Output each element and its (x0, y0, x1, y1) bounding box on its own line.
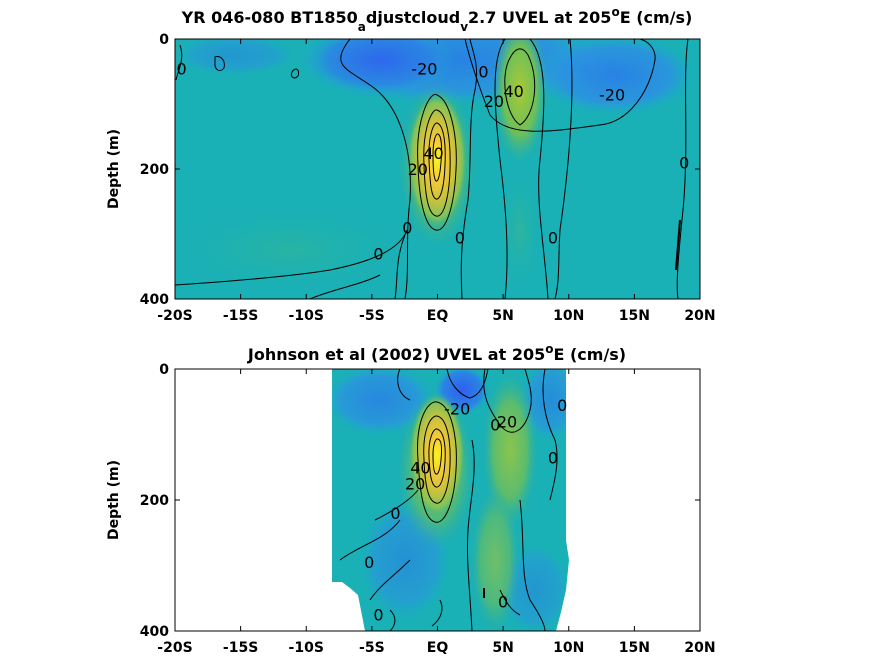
contour-label: 20 (408, 160, 428, 179)
contour-label: 0 (402, 219, 412, 238)
contour-label: 0 (679, 154, 689, 173)
contour-label: 40 (410, 458, 430, 477)
y-tick-label: 200 (140, 493, 169, 509)
contour-label: 20 (405, 475, 425, 494)
contour-label: 0 (455, 228, 465, 247)
y-tick-label: 0 (159, 362, 169, 378)
x-tick-label: 10N (553, 308, 584, 324)
x-tick-label: 5N (492, 640, 513, 656)
x-tick-label: -15S (223, 308, 258, 324)
y-tick-label: 400 (140, 292, 169, 308)
contour-label: 40 (423, 144, 443, 163)
x-tick-label: 20N (684, 308, 715, 324)
panel-top-title: YR 046-080 BT1850adjustcloudv2.7 UVEL at… (181, 5, 693, 34)
contour-label: 0 (390, 504, 400, 523)
x-tick-label: EQ (427, 308, 449, 324)
x-tick-label: -5S (359, 308, 385, 324)
panel-top: YR 046-080 BT1850adjustcloudv2.7 UVEL at… (106, 5, 716, 324)
contour-label: -20 (411, 59, 437, 78)
x-tick-label: -10S (289, 640, 324, 656)
panel-top-y-label: Depth (m) (106, 129, 122, 209)
contour-label: 0 (373, 245, 383, 264)
y-tick-label: 400 (140, 624, 169, 640)
contour-label: 0 (548, 228, 558, 247)
panel-top-field (175, 39, 700, 299)
x-tick-label: 15N (619, 640, 650, 656)
contour-label: 40 (503, 82, 523, 101)
x-tick-label: 10N (553, 640, 584, 656)
panel-top-x-ticks: -20S -15S -10S -5S EQ 5N 10N 15N 20N (157, 39, 716, 324)
panel-bottom-title: Johnson et al (2002) UVEL at 205oE (cm/s… (247, 342, 626, 364)
x-tick-label: EQ (427, 640, 449, 656)
panel-bottom: Johnson et al (2002) UVEL at 205oE (cm/s… (106, 342, 716, 656)
contour-label: 0 (490, 416, 500, 435)
x-tick-label: 5N (492, 308, 513, 324)
contour-label: 0 (498, 593, 508, 612)
contour-label: 0 (548, 448, 558, 467)
contour-label: 20 (497, 412, 517, 431)
y-tick-label: 0 (159, 32, 169, 48)
x-tick-label: -20S (157, 640, 192, 656)
contour-label: 0 (373, 606, 383, 625)
contour-label: 20 (484, 92, 504, 111)
contour-label: 0 (176, 59, 186, 78)
y-tick-label: 200 (140, 162, 169, 178)
x-tick-label: -20S (157, 308, 192, 324)
contour-label: -20 (599, 85, 625, 104)
x-tick-label: 20N (684, 640, 715, 656)
x-tick-label: 15N (619, 308, 650, 324)
panel-bottom-y-label: Depth (m) (106, 460, 122, 540)
panel-bottom-field (332, 369, 569, 631)
x-tick-label: -15S (223, 640, 258, 656)
panel-bottom-x-ticks: -20S -15S -10S -5S EQ 5N 10N 15N 20N (157, 369, 716, 656)
contour-label: 0 (364, 553, 374, 572)
x-tick-label: -10S (289, 308, 324, 324)
contour-label: 0 (478, 63, 488, 82)
contour-label: 0 (557, 396, 567, 415)
contour-label: -20 (444, 399, 470, 418)
x-tick-label: -5S (359, 640, 385, 656)
